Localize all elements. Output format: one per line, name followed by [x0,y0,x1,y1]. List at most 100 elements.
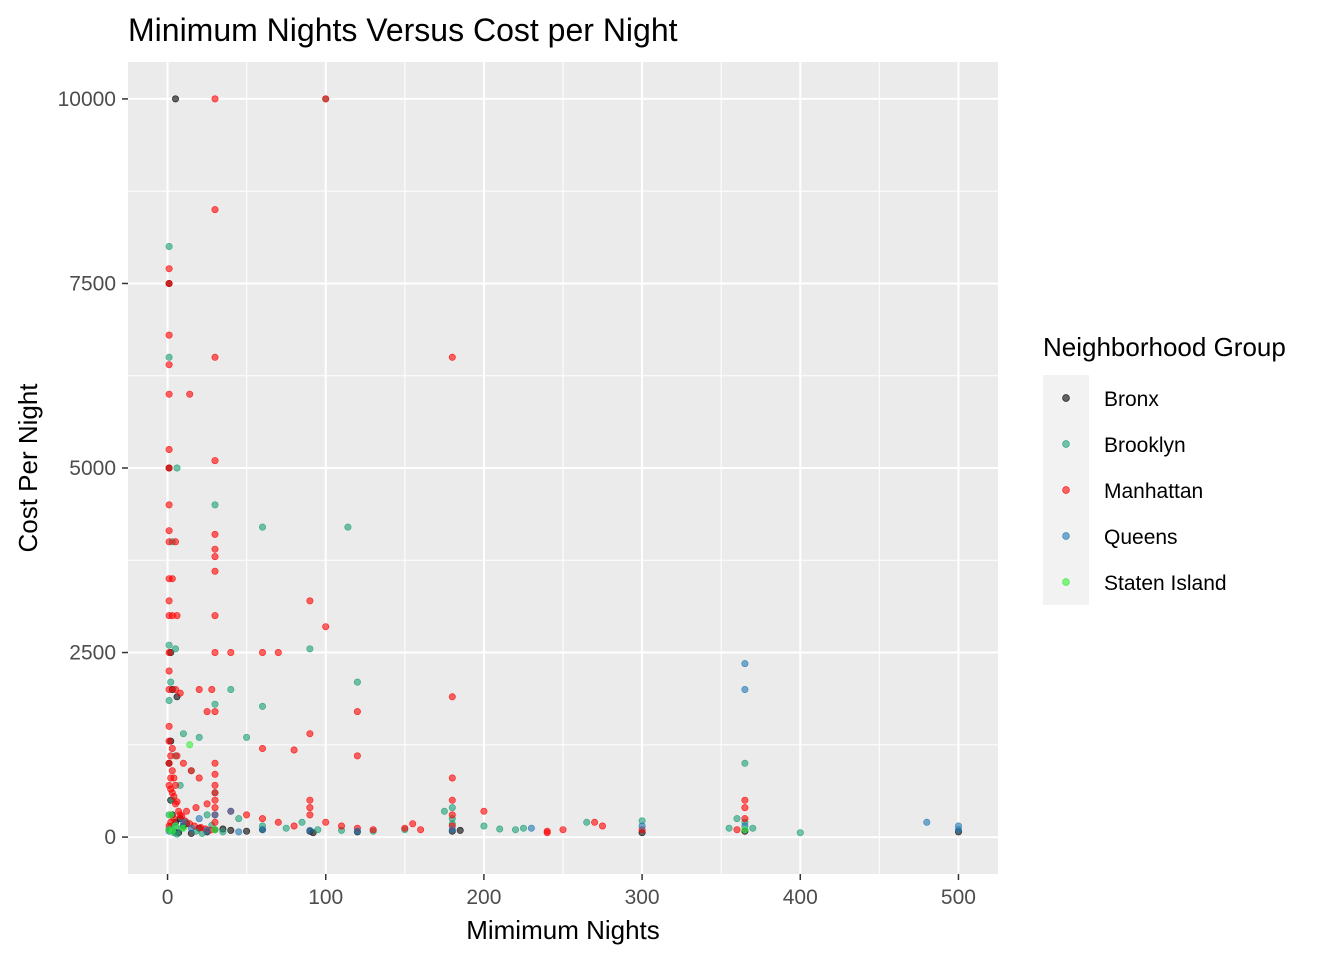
point-manhattan-50 [165,722,173,730]
x-tick-label-0: 0 [162,886,174,909]
y-tick-label-3: 7500 [69,272,116,295]
point-manhattan-55 [195,774,203,782]
point-brooklyn-37 [496,825,504,833]
point-manhattan-89 [591,818,599,826]
point-manhattan-41 [208,685,216,693]
point-queens-6 [227,807,235,815]
point-brooklyn-17 [179,730,187,738]
point-brooklyn-14 [353,678,361,686]
point-manhattan-114 [168,767,176,775]
point-manhattan-69 [274,818,282,826]
point-manhattan-58 [211,796,219,804]
point-queens-5 [527,824,535,832]
point-brooklyn-1 [165,243,173,251]
point-brooklyn-39 [519,824,527,832]
point-queens-13 [258,826,266,834]
point-manhattan-47 [258,744,266,752]
point-queens-8 [195,815,203,823]
point-manhattan-17 [172,538,180,546]
point-manhattan-28 [211,612,219,620]
point-brooklyn-3 [173,464,181,472]
point-manhattan-87 [543,827,551,835]
point-manhattan-35 [274,648,282,656]
legend-key-bronx [1062,394,1070,402]
point-manhattan-2 [211,206,219,214]
point-manhattan-112 [165,737,173,745]
point-queens-9 [179,818,187,826]
point-staten-island-6 [168,827,176,835]
point-brooklyn-16 [195,733,203,741]
point-manhattan-70 [290,822,298,830]
point-manhattan-8 [186,390,194,398]
point-manhattan-27 [173,612,181,620]
x-tick-label-1: 100 [308,886,343,909]
point-manhattan-42 [211,708,219,716]
legend: Neighborhood Group Bronx Brooklyn Manhatta… [1043,332,1286,605]
point-brooklyn-25 [203,811,211,819]
point-brooklyn-2 [165,353,173,361]
point-manhattan-6 [165,361,173,369]
point-manhattan-4 [165,279,173,287]
chart-title: Minimum Nights Versus Cost per Night [128,12,678,48]
point-manhattan-92 [733,826,741,834]
point-brooklyn-38 [511,826,519,834]
point-manhattan-60 [192,804,200,812]
point-brooklyn-7 [344,523,352,531]
legend-label-manhattan: Manhattan [1104,480,1203,503]
point-brooklyn-9 [165,641,173,649]
point-brooklyn-5 [211,501,219,509]
point-manhattan-111 [173,798,181,806]
point-bronx-0 [172,95,180,103]
point-manhattan-13 [211,457,219,465]
y-axis: 0 2500 5000 7500 10000 [58,88,128,849]
point-brooklyn-13 [258,702,266,710]
point-brooklyn-11 [227,685,235,693]
point-manhattan-109 [167,785,175,793]
point-queens-2 [923,818,931,826]
x-tick-label-2: 200 [466,886,501,909]
point-manhattan-118 [211,770,219,778]
point-manhattan-56 [211,781,219,789]
point-manhattan-73 [306,811,314,819]
point-manhattan-117 [211,759,219,767]
point-bronx-13 [243,827,251,835]
legend-label-queens: Queens [1104,526,1178,549]
point-brooklyn-30 [314,826,322,834]
legend-title: Neighborhood Group [1043,332,1286,362]
point-queens-14 [306,826,314,834]
point-manhattan-54 [187,767,195,775]
point-staten-island-1 [167,811,175,819]
legend-label-bronx: Bronx [1104,388,1159,411]
legend-key-staten-island [1062,578,1070,586]
point-manhattan-12 [165,464,173,472]
point-manhattan-20 [211,553,219,561]
point-bronx-19 [456,826,464,834]
y-tick-label-2: 5000 [69,457,116,480]
point-manhattan-38 [172,685,180,693]
x-tick-label-5: 500 [941,886,976,909]
point-manhattan-16 [165,538,173,546]
point-bronx-12 [227,826,235,834]
point-queens-4 [954,826,962,834]
point-manhattan-15 [165,527,173,535]
point-staten-island-0 [186,741,194,749]
point-brooklyn-42 [725,824,733,832]
point-manhattan-33 [227,648,235,656]
point-brooklyn-26 [235,815,243,823]
y-tick-label-0: 0 [104,826,116,849]
x-tick-label-4: 400 [783,886,818,909]
point-manhattan-95 [741,815,749,823]
point-brooklyn-36 [480,822,488,830]
point-brooklyn-44 [741,759,749,767]
point-queens-7 [211,811,219,819]
point-queens-19 [187,824,195,832]
point-queens-17 [638,822,646,830]
point-manhattan-100 [175,807,183,815]
point-manhattan-43 [203,708,211,716]
point-staten-island-7 [179,824,187,832]
legend-key-queens [1062,532,1070,540]
y-tick-label-4: 10000 [58,88,116,111]
point-manhattan-52 [173,752,181,760]
point-manhattan-49 [353,752,361,760]
